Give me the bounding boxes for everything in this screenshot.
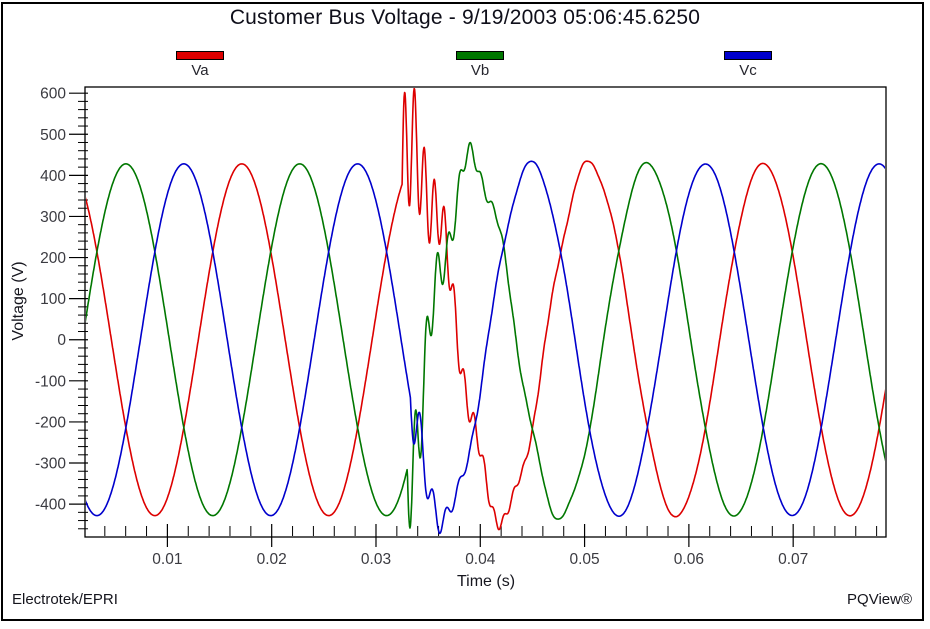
legend-item-va: Va: [176, 51, 224, 79]
y-tick-label: 300: [40, 209, 66, 226]
x-tick-label: 0.07: [778, 551, 808, 568]
y-axis-title: Voltage (V): [10, 261, 27, 340]
footer-brand-right: PQView®: [847, 591, 912, 608]
legend-label-vc: Vc: [739, 62, 757, 79]
axes: 0.01 0.02 0.03 0.04 0.05 0.06 0.07 600 500 400 300…: [35, 86, 887, 568]
y-tick-label: 600: [40, 86, 66, 103]
y-tick-label: -400: [35, 497, 66, 514]
x-tick-label: 0.06: [674, 551, 704, 568]
x-tick-label: 0.04: [465, 551, 496, 568]
legend-item-vb: Vb: [456, 51, 504, 79]
x-tick-label: 0.02: [257, 551, 287, 568]
series-vb-line: [86, 141, 885, 529]
waveforms: [86, 88, 885, 535]
y-tick-label: 400: [40, 168, 66, 185]
legend-swatch-vb: [456, 51, 504, 60]
legend-item-vc: Vc: [724, 51, 772, 79]
y-tick-label: -200: [35, 414, 66, 431]
legend-swatch-va: [176, 51, 224, 60]
legend-swatch-vc: [724, 51, 772, 60]
x-axis-title: Time (s): [457, 573, 515, 590]
x-tick-label: 0.05: [569, 551, 599, 568]
y-tick-label: 200: [40, 250, 66, 267]
chart-title: Customer Bus Voltage - 9/19/2003 05:06:4…: [229, 6, 701, 29]
footer-brand-left: Electrotek/EPRI: [12, 591, 118, 608]
plot-border: [84, 86, 887, 538]
legend-label-vb: Vb: [470, 62, 490, 79]
y-tick-label: 100: [40, 291, 66, 308]
x-tick-label: 0.01: [152, 551, 182, 568]
y-tick-label: -100: [35, 373, 66, 390]
series-va-line: [86, 88, 885, 531]
y-tick-label: 0: [57, 332, 66, 349]
legend-label-va: Va: [191, 62, 209, 79]
x-tick-label: 0.03: [361, 551, 391, 568]
y-tick-label: 500: [40, 127, 66, 144]
y-tick-label: -300: [35, 456, 66, 473]
series-vc-line: [86, 160, 885, 535]
